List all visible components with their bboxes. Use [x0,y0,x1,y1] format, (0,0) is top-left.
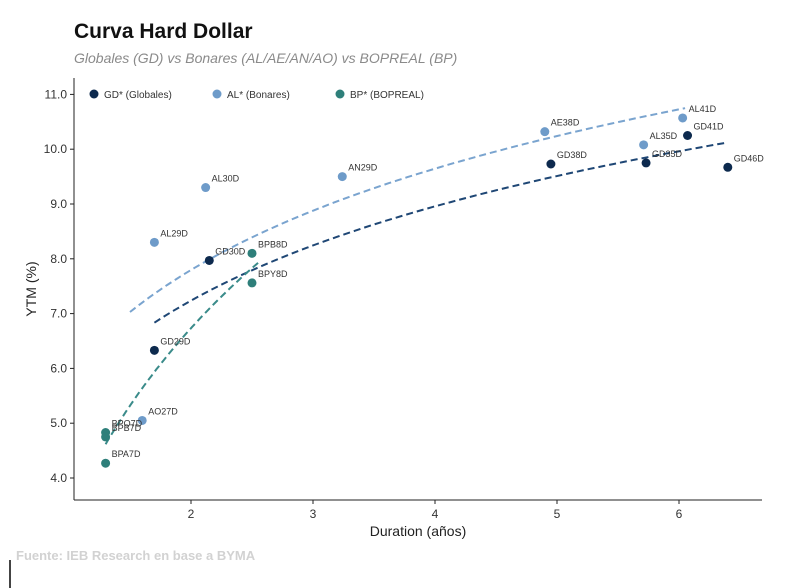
y-tick-label: 11.0 [45,87,68,101]
data-point [149,345,159,355]
data-point [683,131,693,140]
x-tick-label: 3 [310,507,317,521]
x-tick-label: 5 [554,507,561,521]
data-point [540,127,550,137]
data-point [247,278,257,288]
data-point [723,162,733,172]
data-point [204,255,214,265]
data-point [101,458,111,468]
x-axis-title: Duration (años) [370,523,467,539]
x-tick-label: 4 [432,507,439,521]
data-label: AL29D [160,228,188,238]
legend-label: BP* (BOPREAL) [350,90,424,101]
data-label: BPB8D [258,239,288,249]
data-label: GD38D [557,150,588,160]
chart-subtitle: Globales (GD) vs Bonares (AL/AE/AN/AO) v… [74,50,458,66]
data-label: AL35D [650,131,678,141]
data-label: BPO7D [112,419,143,429]
y-tick-label: 8.0 [50,252,67,266]
data-label: AO27D [148,406,178,416]
data-point [678,113,688,123]
y-tick-label: 6.0 [50,361,67,375]
axes: 4.0 5.0 6.0 7.0 8.0 9.0 10.0 11.0 2 3 4 5 6 Duration … [23,78,762,539]
point-labels: GD29D GD30D GD38D GD35D GD41D GD46D AO27D AL29D… [112,104,765,459]
data-label: BPB7D [112,423,142,433]
source-divider [9,560,11,588]
data-label: AE38D [551,118,580,128]
data-label: AL30D [212,174,240,184]
data-label: BPY8D [258,269,288,279]
x-tick-label: 6 [676,507,683,521]
data-label: GD41D [694,122,725,132]
data-point [149,237,159,247]
data-label: GD30D [215,246,246,256]
legend-marker [335,89,345,99]
data-point [247,248,257,258]
trend-line-1 [129,107,686,313]
y-tick-label: 9.0 [50,197,67,211]
data-points [101,113,733,468]
data-point [546,159,556,169]
data-point [101,432,111,442]
legend-label: AL* (Bonares) [227,90,290,101]
y-axis-title: YTM (%) [23,261,39,316]
data-point [641,158,651,168]
x-tick-label: 2 [188,507,195,521]
legend-marker [212,89,222,99]
y-tick-label: 5.0 [50,416,67,430]
data-label: GD35D [652,149,683,159]
source-note: Fuente: IEB Research en base a BYMA [16,548,256,563]
chart-title: Curva Hard Dollar [74,20,253,43]
trend-lines [104,107,728,445]
y-tick-label: 4.0 [50,471,67,485]
legend: GD* (Globales) AL* (Bonares) BP* (BOPREAL) [89,89,424,101]
data-label: AN29D [348,163,378,173]
trend-line-0 [153,141,728,324]
data-label: GD46D [734,153,765,163]
legend-marker [89,89,99,99]
y-tick-label: 7.0 [50,307,67,321]
data-label: BPA7D [112,449,141,459]
trend-line-2 [104,262,259,445]
data-point [337,172,347,182]
y-tick-label: 10.0 [44,142,68,156]
legend-label: GD* (Globales) [104,90,172,101]
data-point [137,415,147,425]
data-point [639,140,649,150]
data-point [201,183,211,193]
data-label: AL41D [689,104,717,114]
data-label: GD29D [160,336,191,346]
